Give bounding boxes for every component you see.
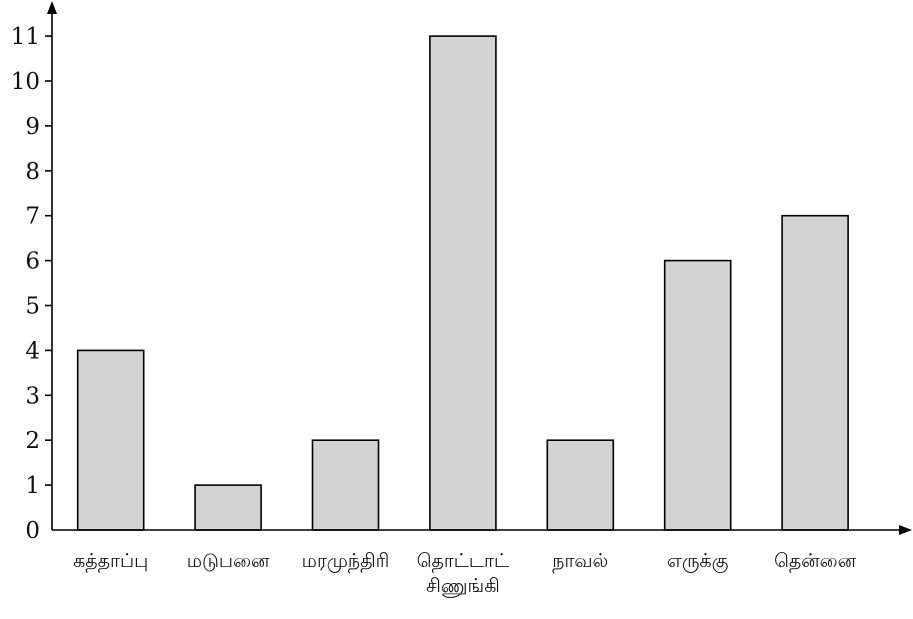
y-tick-label: 5 — [25, 294, 40, 320]
y-tick-label: 10 — [11, 69, 40, 95]
bar — [546, 439, 615, 531]
y-tick-label: 11 — [11, 24, 40, 50]
y-tick-label: 2 — [25, 428, 40, 454]
y-tick-label: 4 — [25, 338, 40, 364]
y-tick-label: 7 — [25, 204, 40, 230]
bar — [311, 439, 380, 531]
x-category-label: எருக்கு — [667, 550, 729, 573]
bar — [781, 214, 849, 531]
bar — [429, 35, 497, 531]
bar — [194, 484, 262, 531]
x-category-label: தென்னை — [774, 550, 857, 573]
x-category-label: கத்தாப்பு — [73, 550, 148, 573]
y-tick-label: 9 — [25, 114, 40, 140]
y-tick-label: 8 — [25, 159, 40, 185]
y-axis-arrow-icon — [47, 1, 57, 14]
bars-layer — [76, 35, 849, 531]
x-axis-arrow-icon — [899, 525, 912, 535]
y-tick-label: 6 — [25, 249, 40, 275]
y-tick-label: 3 — [25, 383, 40, 409]
bar — [76, 349, 145, 531]
x-category-label: மடுபனை — [187, 550, 270, 572]
x-category-label: சிணுங்கி — [426, 575, 500, 598]
y-tick-label: 0 — [25, 518, 40, 544]
x-category-label: மரமுந்திரி — [302, 550, 390, 573]
x-labels-layer: கத்தாப்பு மடுபனை மரமுந்திரி தொட்டாட்சிணுங்க… — [73, 550, 857, 598]
y-ticks-layer: 0 1 2 3 4 5 6 7 8 9 10 11 — [11, 24, 52, 544]
axes-layer — [47, 1, 912, 535]
x-category-label: தொட்டாட் — [417, 550, 509, 573]
x-category-label: நாவல் — [552, 550, 608, 573]
bar — [663, 259, 732, 531]
y-tick-label: 1 — [25, 473, 40, 499]
